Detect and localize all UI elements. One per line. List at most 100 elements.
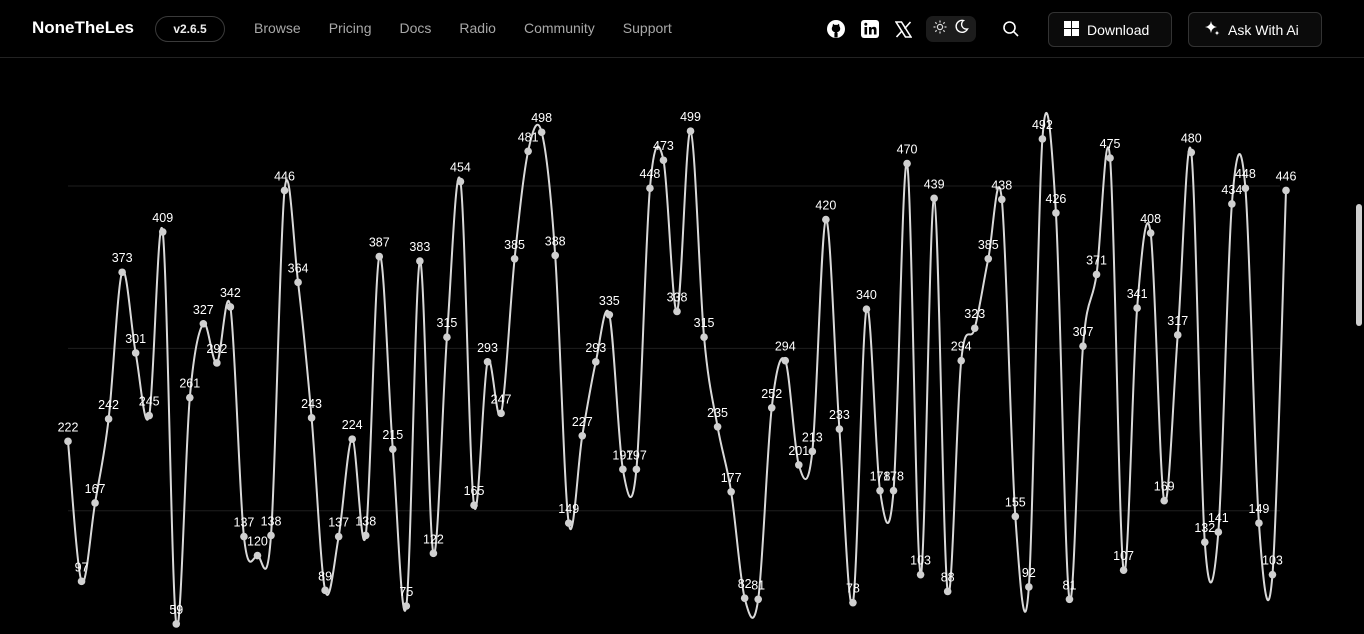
sun-icon[interactable] [933, 20, 947, 39]
nav-link-browse[interactable]: Browse [254, 20, 301, 36]
data-point[interactable] [781, 356, 790, 365]
data-point[interactable] [564, 519, 573, 527]
data-point[interactable] [361, 531, 370, 540]
data-point[interactable] [348, 435, 357, 443]
data-point[interactable] [497, 409, 505, 418]
data-point[interactable] [592, 358, 600, 366]
data-point[interactable] [849, 598, 857, 607]
data-point[interactable] [578, 431, 587, 440]
data-point[interactable] [1146, 229, 1155, 237]
data-point[interactable] [267, 531, 275, 540]
data-point[interactable] [795, 461, 803, 469]
github-icon[interactable] [826, 19, 846, 39]
data-point[interactable] [429, 549, 438, 558]
data-point[interactable] [970, 324, 979, 333]
data-point[interactable] [294, 278, 302, 287]
data-point[interactable] [375, 252, 384, 261]
data-point[interactable] [510, 255, 519, 263]
data-point[interactable] [619, 465, 627, 474]
data-point[interactable] [145, 411, 153, 420]
data-point[interactable] [903, 159, 911, 168]
data-point[interactable] [1282, 186, 1290, 195]
data-point[interactable] [889, 486, 898, 495]
data-point[interactable] [1228, 200, 1236, 208]
data-point[interactable] [389, 445, 397, 454]
data-point[interactable] [443, 333, 451, 342]
data-point[interactable] [943, 587, 952, 596]
data-point[interactable] [1173, 331, 1182, 339]
data-point[interactable] [199, 319, 208, 328]
data-point[interactable] [700, 333, 708, 342]
data-point[interactable] [253, 551, 262, 560]
data-point[interactable] [104, 415, 113, 423]
data-point[interactable] [740, 594, 749, 602]
linkedin-icon[interactable] [860, 19, 880, 39]
data-point[interactable] [673, 307, 681, 316]
data-point[interactable] [131, 349, 140, 357]
scrollbar-thumb[interactable] [1356, 204, 1362, 326]
data-point[interactable] [524, 147, 532, 156]
theme-toggle[interactable] [926, 16, 976, 42]
data-point[interactable] [321, 586, 329, 595]
data-point[interactable] [416, 257, 424, 265]
data-point[interactable] [307, 414, 316, 422]
data-point[interactable] [1133, 304, 1141, 312]
version-badge[interactable]: v2.6.5 [155, 16, 225, 42]
nav-link-community[interactable]: Community [523, 20, 595, 36]
ask-ai-button[interactable]: Ask With Ai [1188, 12, 1322, 47]
data-point[interactable] [713, 423, 722, 431]
search-icon[interactable] [1001, 19, 1021, 39]
data-point[interactable] [551, 251, 559, 260]
data-point[interactable] [1187, 148, 1196, 157]
data-point[interactable] [158, 228, 167, 236]
data-point[interactable] [1106, 154, 1114, 162]
brand-logo[interactable]: NoneTheLes [32, 18, 135, 37]
data-point[interactable] [186, 393, 194, 402]
data-point[interactable] [686, 127, 695, 135]
data-point[interactable] [876, 486, 884, 495]
data-point[interactable] [1255, 519, 1263, 527]
data-point[interactable] [767, 403, 776, 412]
data-point[interactable] [1025, 583, 1033, 591]
data-point[interactable] [483, 358, 492, 366]
data-point[interactable] [930, 194, 938, 203]
data-point[interactable] [754, 595, 762, 604]
data-point[interactable] [402, 602, 411, 610]
data-point[interactable] [280, 186, 289, 195]
nav-link-support[interactable]: Support [622, 20, 672, 36]
nav-link-radio[interactable]: Radio [459, 20, 496, 36]
data-point[interactable] [1065, 595, 1074, 604]
data-point[interactable] [118, 268, 126, 277]
data-point[interactable] [957, 356, 965, 365]
data-point[interactable] [334, 532, 343, 541]
data-point[interactable] [240, 532, 248, 541]
data-point[interactable] [1268, 570, 1277, 579]
data-point[interactable] [1038, 135, 1047, 143]
data-point[interactable] [226, 303, 235, 311]
data-point[interactable] [1011, 512, 1020, 521]
data-point[interactable] [456, 177, 465, 186]
scrollbar-track[interactable] [1355, 58, 1364, 634]
download-button[interactable]: Download [1048, 12, 1172, 47]
nav-link-pricing[interactable]: Pricing [328, 20, 372, 36]
data-point[interactable] [916, 570, 925, 579]
data-point[interactable] [1092, 270, 1101, 279]
data-point[interactable] [808, 447, 817, 456]
data-point[interactable] [984, 255, 993, 263]
data-point[interactable] [1119, 566, 1128, 574]
x-icon[interactable] [893, 19, 913, 39]
data-point[interactable] [646, 184, 654, 193]
data-point[interactable] [1079, 342, 1087, 350]
data-point[interactable] [1201, 538, 1209, 546]
data-point[interactable] [1241, 184, 1250, 193]
data-point[interactable] [64, 437, 72, 446]
nav-link-docs[interactable]: Docs [399, 20, 432, 36]
data-point[interactable] [835, 425, 844, 433]
data-point[interactable] [659, 156, 668, 165]
data-point[interactable] [727, 487, 735, 496]
data-point[interactable] [862, 305, 871, 313]
data-point[interactable] [1052, 209, 1060, 217]
data-point[interactable] [1160, 496, 1168, 505]
data-point[interactable] [537, 128, 546, 137]
data-point[interactable] [172, 620, 181, 628]
